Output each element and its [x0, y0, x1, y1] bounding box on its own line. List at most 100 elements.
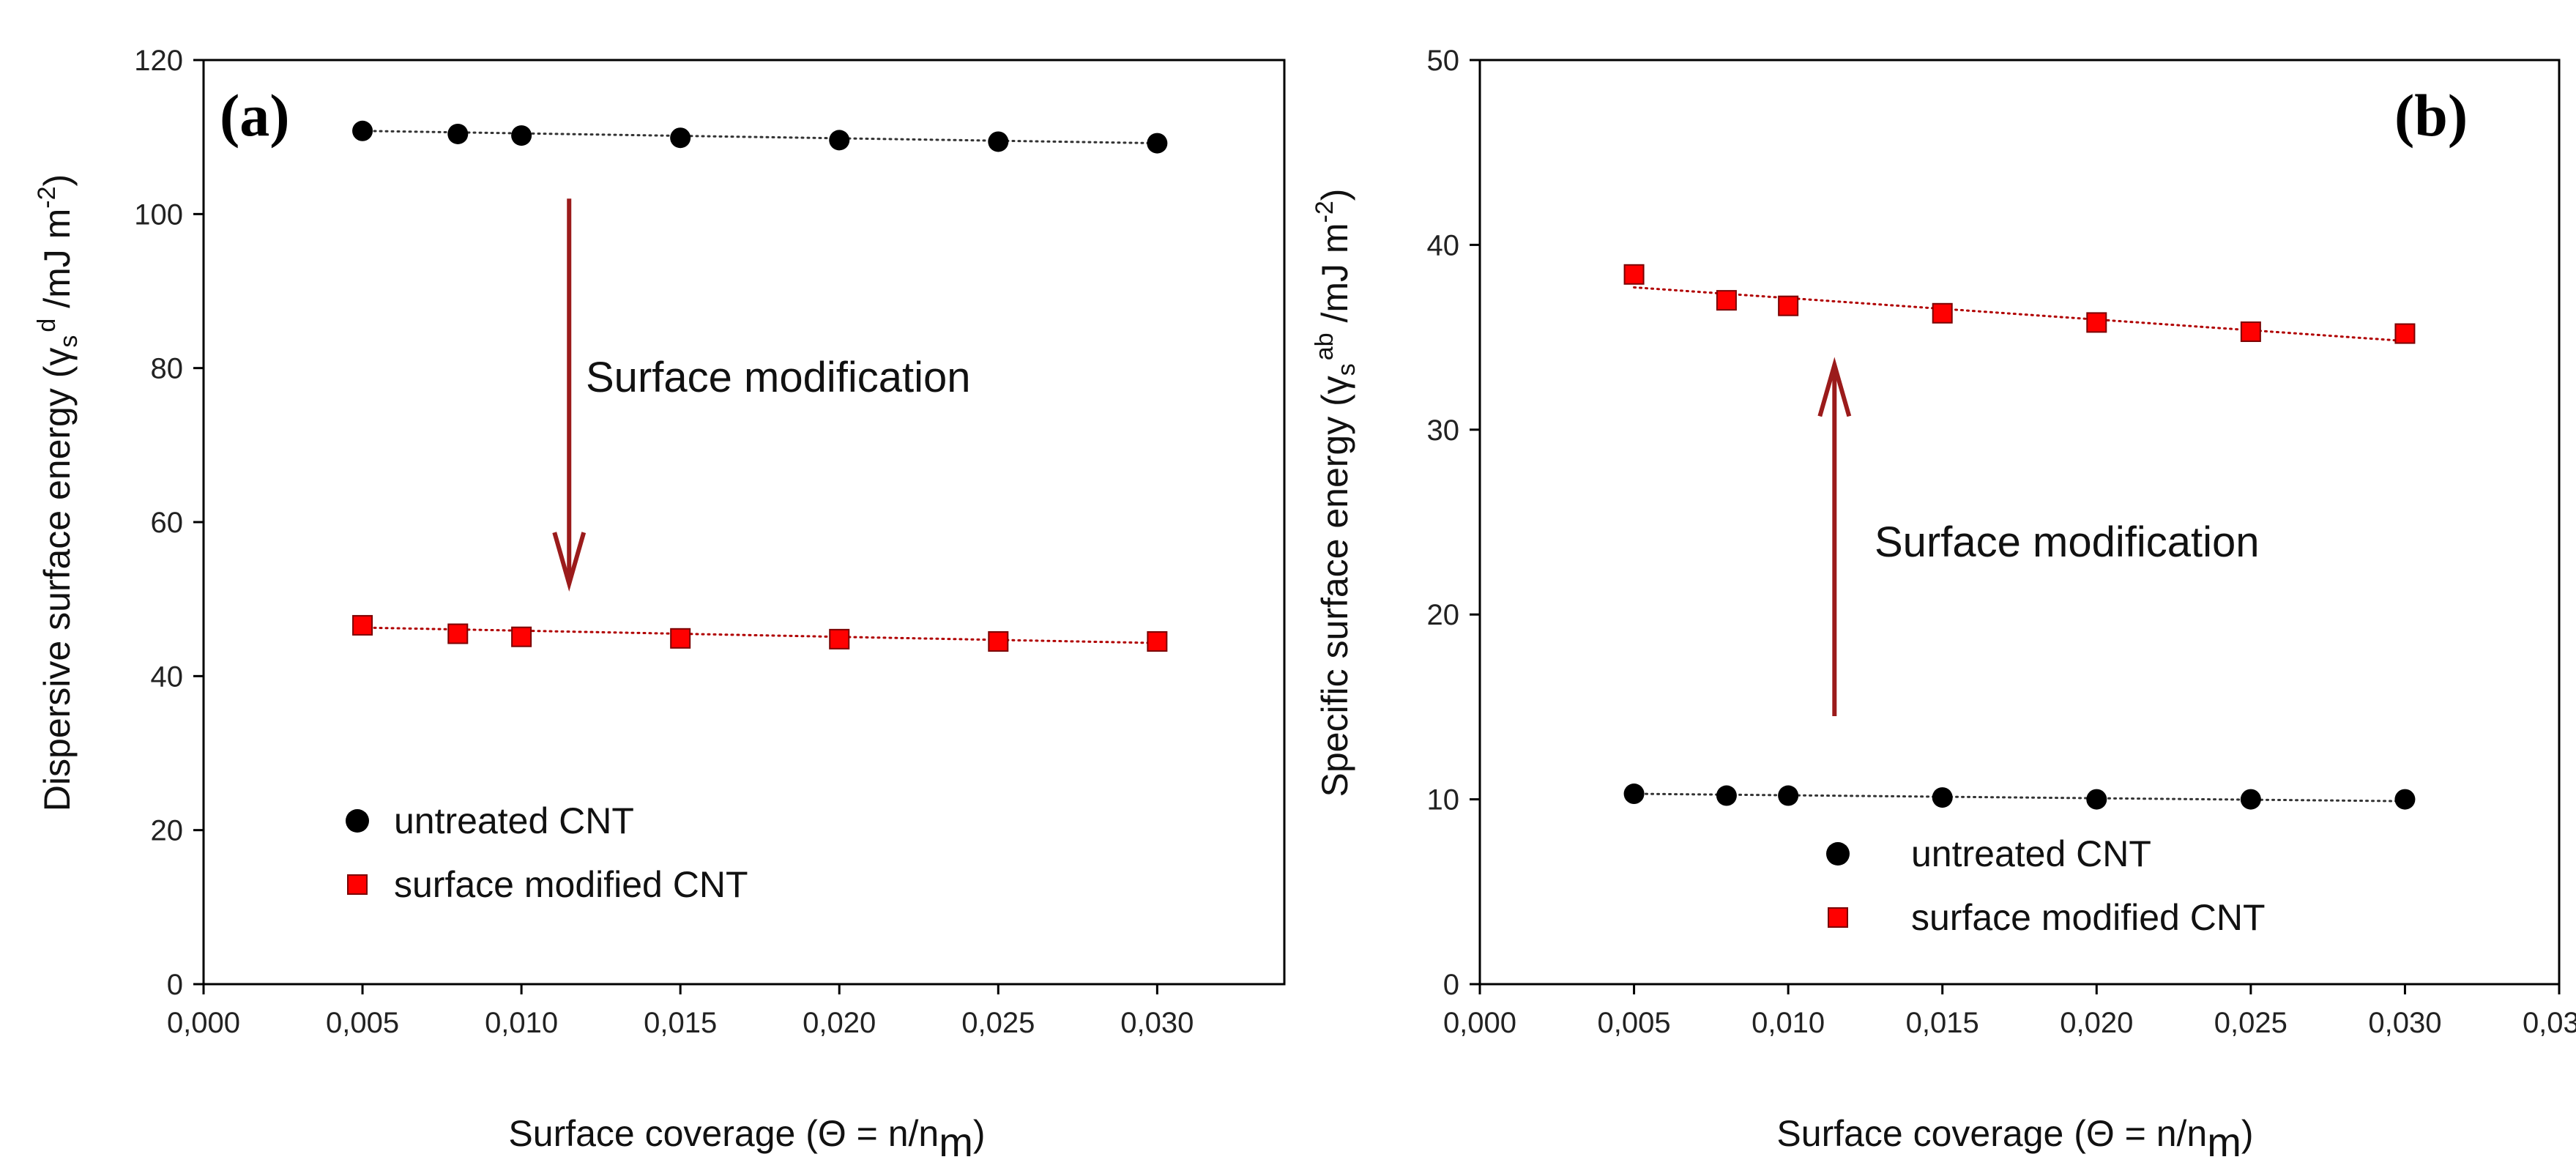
data-point [2240, 789, 2261, 810]
x-tick-label: 0,035 [2523, 1007, 2576, 1039]
data-point [447, 623, 469, 644]
y-tick-label: 100 [134, 198, 183, 231]
x-axis-label-sub: m [939, 1119, 973, 1165]
data-point [2086, 312, 2107, 333]
y-axis-label-main: Specific surface energy (γ [1314, 376, 1355, 797]
fit-line [1633, 792, 2406, 803]
y-axis-label-close: ) [1314, 189, 1355, 201]
data-point [1778, 295, 1799, 316]
x-axis-label-main: Surface coverage (Θ = n/n [508, 1113, 939, 1154]
data-point [1147, 631, 1168, 652]
fit-line [1633, 286, 2406, 343]
data-point [1147, 133, 1168, 154]
data-point [511, 125, 532, 146]
y-tick-label: 80 [151, 353, 184, 385]
data-point [988, 631, 1009, 652]
data-point [1716, 290, 1737, 311]
modification-arrow [1817, 357, 1852, 717]
series-untreated-cnt [352, 120, 1168, 154]
data-point [1623, 784, 1645, 805]
data-point [511, 626, 532, 647]
data-point [988, 131, 1009, 152]
data-point [352, 120, 373, 141]
x-tick-label: 0,030 [2368, 1007, 2441, 1039]
y-tick-label: 30 [1427, 414, 1460, 447]
data-point [1932, 302, 1953, 324]
data-point [1778, 785, 1799, 806]
series-surface-modified-cnt [352, 614, 1168, 652]
annotation-text: Surface modification [1875, 518, 2259, 566]
y-axis-label-unit: /mJ m [37, 209, 78, 319]
y-tick-label: 20 [151, 815, 184, 847]
x-axis-ticks: 0,000 0,005 0,010 0,015 0,020 0,025 0,030 [167, 984, 1194, 1039]
y-axis-label-sub: s [1333, 363, 1360, 376]
fit-line [361, 626, 1158, 644]
data-point [670, 127, 691, 149]
arrow-head [552, 532, 587, 592]
x-axis-ticks: 0,000 0,005 0,010 0,015 0,020 0,025 0,030 0,035 [1443, 984, 2576, 1039]
data-point [352, 614, 373, 636]
y-tick-label: 0 [1443, 969, 1459, 1001]
data-point [670, 628, 691, 649]
x-tick-label: 0,005 [1598, 1007, 1671, 1039]
x-axis-label-sub: m [2207, 1119, 2241, 1165]
x-tick-label: 0,015 [644, 1007, 717, 1039]
y-axis-label-sub: s [55, 335, 83, 348]
data-point [2086, 789, 2107, 810]
annotation-text: Surface modification [586, 354, 970, 401]
y-axis-label-sup: d [33, 319, 61, 332]
legend: untreated CNT surface modified CNT [346, 800, 748, 905]
y-tick-label: 0 [167, 969, 183, 1001]
modification-arrow [552, 198, 587, 592]
x-tick-label: 0,010 [1752, 1007, 1825, 1039]
legend-marker [1826, 842, 1850, 866]
x-tick-label: 0,025 [2214, 1007, 2287, 1039]
y-axis-label-exp: -2 [33, 186, 61, 208]
data-point [2394, 323, 2416, 344]
x-tick-label: 0,015 [1906, 1007, 1979, 1039]
y-axis-label-exp: -2 [1311, 201, 1339, 223]
x-tick-label: 0,020 [803, 1007, 876, 1039]
y-axis-label-close: ) [37, 174, 78, 187]
y-axis-label-main: Dispersive surface energy (γ [37, 348, 78, 812]
legend: untreated CNT surface modified CNT [1826, 833, 2266, 938]
data-point [829, 130, 850, 151]
legend-marker [346, 809, 369, 833]
legend-label: untreated CNT [394, 800, 634, 841]
x-axis-label-close: ) [973, 1113, 986, 1154]
x-tick-label: 0,020 [2060, 1007, 2133, 1039]
y-tick-label: 40 [1427, 229, 1460, 261]
y-tick-label: 60 [151, 507, 184, 539]
x-axis-label: Surface coverage (Θ = n/nm) [508, 1113, 985, 1165]
y-axis-ticks: 0 10 20 30 40 50 [1427, 45, 1480, 1001]
y-tick-label: 50 [1427, 45, 1460, 77]
legend-marker [1828, 907, 1848, 928]
data-point [829, 628, 850, 650]
series-surface-modified-cnt [1623, 264, 2416, 344]
y-tick-label: 120 [134, 45, 183, 77]
data-point [1932, 787, 1953, 808]
panel-a: 0,000 0,005 0,010 0,015 0,020 0,025 0,030 0 20 40… [33, 45, 1286, 1165]
plot-frame [1478, 59, 2561, 986]
x-tick-label: 0,000 [1443, 1007, 1516, 1039]
data-point [1623, 264, 1645, 285]
panel-label: (b) [2394, 82, 2468, 149]
x-tick-label: 0,005 [326, 1007, 399, 1039]
plot-frame [202, 59, 1286, 986]
x-tick-label: 0,025 [961, 1007, 1035, 1039]
series-untreated-cnt [1623, 784, 2416, 810]
x-axis-label: Surface coverage (Θ = n/nm) [1776, 1113, 2253, 1165]
y-axis-label-unit: /mJ m [1314, 223, 1355, 332]
x-tick-label: 0,000 [167, 1007, 240, 1039]
fit-line [361, 130, 1158, 145]
legend-label: untreated CNT [1911, 833, 2151, 874]
y-axis-label-sup: ab [1311, 332, 1339, 360]
x-tick-label: 0,010 [485, 1007, 558, 1039]
data-point [1716, 785, 1737, 806]
panel-b: 0,000 0,005 0,010 0,015 0,020 0,025 0,030 0,035… [1311, 45, 2576, 1165]
data-point [2240, 321, 2261, 343]
arrow-head [1817, 357, 1852, 417]
legend-label: surface modified CNT [1911, 897, 2266, 938]
y-axis-label: Dispersive surface energy (γsd /mJ m-2) [33, 174, 83, 811]
